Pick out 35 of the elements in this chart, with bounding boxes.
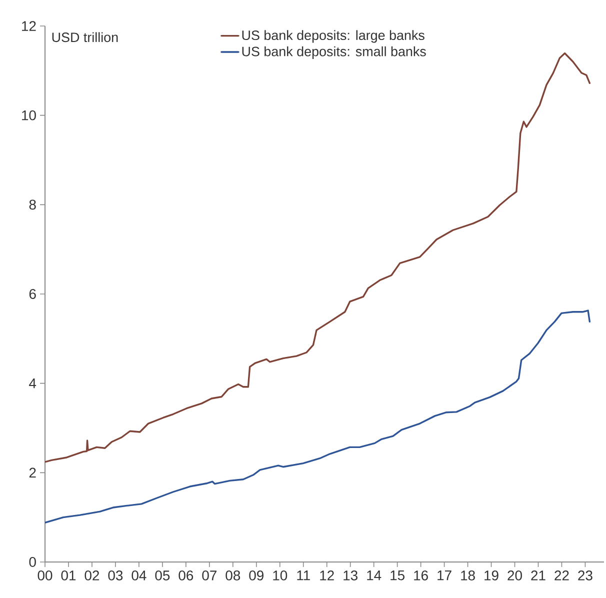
- x-tick-label: 12: [320, 570, 334, 580]
- x-tick-label: 11: [297, 570, 310, 580]
- x-tick-label: 21: [531, 570, 546, 580]
- x-tick-label: 05: [155, 570, 170, 580]
- legend-label: US bank deposits: large banks: [242, 30, 424, 43]
- y-tick-label: 0: [29, 557, 36, 567]
- x-tick-label: 02: [84, 570, 100, 580]
- x-tick-label: 20: [508, 570, 522, 580]
- x-tick-label: 04: [132, 570, 146, 580]
- x-tick-label: 18: [461, 570, 475, 580]
- x-tick-label: 17: [438, 570, 452, 580]
- x-tick-label: 15: [390, 570, 404, 580]
- x-tick-label: 22: [554, 570, 569, 580]
- legend-label: US bank deposits: small banks: [242, 46, 426, 59]
- x-tick-label: 06: [178, 570, 194, 580]
- line-series: [45, 310, 591, 524]
- x-tick-label: 23: [578, 570, 592, 580]
- y-tick-label: 8: [29, 200, 36, 210]
- x-tick-label: 08: [226, 570, 240, 580]
- y-tick-label: 4: [29, 378, 36, 388]
- y-tick-label: 6: [29, 289, 36, 299]
- x-tick-label: 07: [202, 570, 216, 580]
- x-tick-label: 13: [344, 570, 358, 580]
- x-tick-label: 09: [249, 570, 264, 580]
- x-tick-label: 10: [273, 570, 288, 580]
- y-tick-label: 12: [22, 21, 36, 31]
- x-tick-label: 00: [38, 570, 52, 580]
- x-tick-label: 01: [61, 570, 76, 580]
- x-tick-label: 16: [414, 570, 428, 580]
- y-axis-title: USD trillion: [52, 32, 118, 42]
- y-tick-label: 2: [29, 468, 36, 478]
- x-tick-label: 19: [484, 570, 498, 580]
- x-tick-label: 14: [367, 570, 382, 580]
- y-tick-label: 10: [22, 110, 36, 120]
- x-tick-label: 03: [108, 570, 123, 580]
